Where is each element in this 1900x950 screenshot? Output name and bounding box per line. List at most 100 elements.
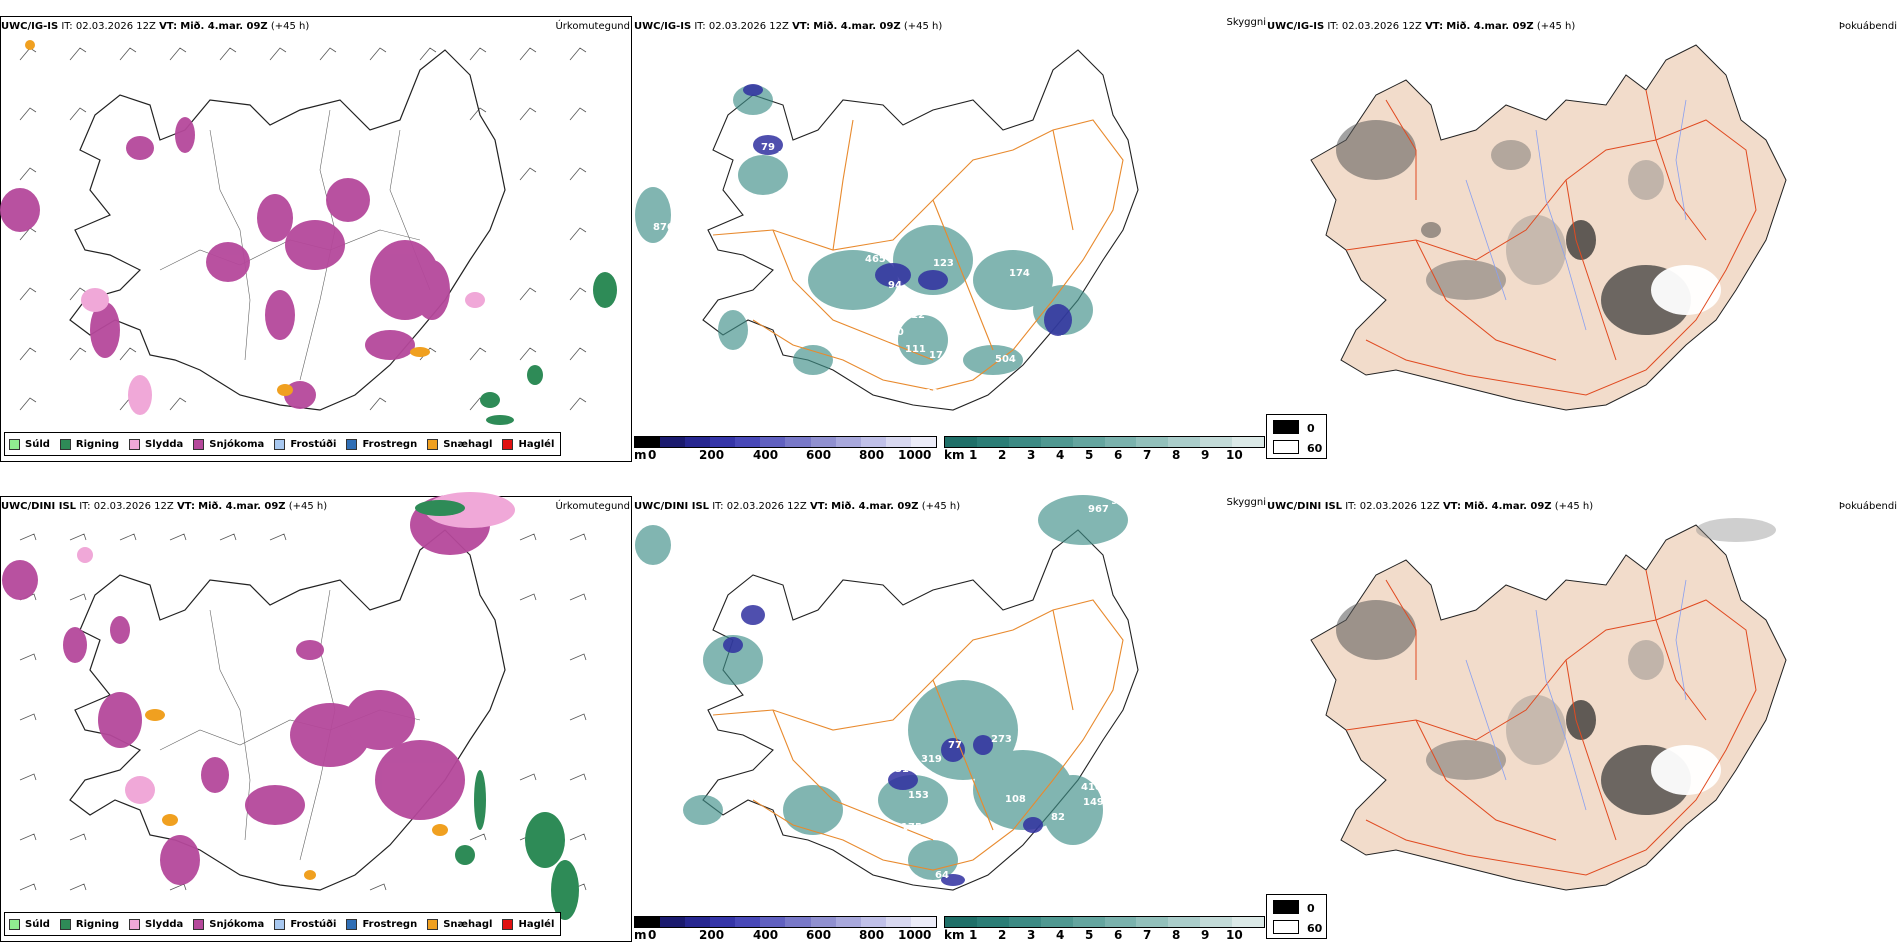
cloud-tick: 6 — [1114, 928, 1123, 942]
cloud-label: 79 — [761, 142, 775, 153]
panel-header: UWC/IG-IS IT: 02.03.2026 12Z VT: Mið. 4.… — [634, 21, 943, 32]
cloud-tick: 9 — [1201, 928, 1210, 942]
elevation-tick: 0 — [648, 448, 657, 462]
cloud-tick: 8 — [1172, 928, 1181, 942]
road-network — [712, 599, 1124, 871]
cloud-tick: 3 — [1027, 448, 1036, 462]
cloud-label: 131 — [888, 764, 909, 775]
cloud-base-labels: 967 937 980 131 77 273 298 319 131 153 1… — [663, 496, 1132, 881]
cloud-base-panel: UWC/IG-IS IT: 02.03.2026 12Z VT: Mið. 4.… — [633, 0, 1266, 470]
elevation-tick: 800 — [859, 448, 885, 462]
panel-header: UWC/DINI ISL IT: 02.03.2026 12Z VT: Mið.… — [1, 501, 328, 512]
cloud-label: 131 — [758, 677, 779, 688]
cloud-tick: 6 — [1114, 448, 1123, 462]
iceland-fog-map — [1310, 44, 1787, 411]
elevation-tick: 400 — [753, 448, 779, 462]
legend-swatch — [346, 438, 358, 450]
precip-type-panel: UWC/IG-IS IT: 02.03.2026 12Z VT: Mið. 4.… — [0, 0, 633, 470]
panel-header: UWC/DINI ISL IT: 02.03.2026 12Z VT: Mið.… — [1267, 501, 1594, 512]
cloud-label: 44 — [1058, 334, 1072, 345]
cloud-label: 876 — [653, 222, 674, 233]
elevation-unit: m — [634, 928, 647, 942]
legend-item: Rigning — [59, 918, 119, 930]
cloud-label: 12 — [825, 687, 839, 698]
cloud-label: 94 — [888, 280, 902, 291]
cloud-base-panel: UWC/DINI ISL IT: 02.03.2026 12Z VT: Mið.… — [633, 480, 1266, 950]
rain-areas — [480, 272, 617, 425]
high-terrain — [723, 605, 1043, 886]
cloud-label: 504 — [995, 354, 1016, 365]
legend-swatch — [9, 918, 20, 930]
elevation-tick: 1000 — [898, 448, 932, 462]
legend-swatch — [59, 918, 71, 930]
precip-type-legend: Súld Rigning Slydda Snjókoma Frostúði Fr… — [4, 432, 562, 456]
iceland-cloud-map: 967 937 980 131 77 273 298 319 131 153 1… — [635, 495, 1139, 891]
high-terrain — [743, 84, 1072, 336]
legend-swatch — [193, 438, 205, 450]
cloud-label: 174 — [1009, 268, 1030, 279]
rain-areas — [415, 500, 579, 920]
cloud-tick: 7 — [1143, 448, 1152, 462]
legend-item: Haglél — [502, 438, 554, 450]
elevation-tick: 600 — [806, 928, 832, 942]
legend-item: Frostúði — [274, 438, 336, 450]
panel-title: Úrkomutegund — [555, 501, 630, 512]
cloud-label: 937 — [1111, 496, 1132, 507]
panel-title: Úrkomutegund — [555, 21, 630, 32]
iceland-cloud-map: 79 70 236 465 94 123 174 44 12 210 829 1… — [635, 49, 1139, 411]
legend-item: Snjókoma — [193, 438, 264, 450]
fog-label: 0 — [1307, 902, 1315, 915]
elevation-tick: 600 — [806, 448, 832, 462]
cloud-tick: 7 — [1143, 928, 1152, 942]
iceland-fog-map — [1310, 518, 1787, 891]
rivers — [1465, 579, 1687, 811]
cloud-tick: 5 — [1085, 448, 1094, 462]
cloud-tick: 3 — [1027, 928, 1036, 942]
fog-label: 0 — [1307, 422, 1315, 435]
legend-item: Frostregn — [346, 438, 417, 450]
hail-areas — [25, 40, 430, 396]
legend-item: Slydda — [129, 438, 183, 450]
sleet-areas — [77, 492, 515, 928]
cloud-label: 108 — [721, 234, 742, 245]
panel-header: UWC/DINI ISL IT: 02.03.2026 12Z VT: Mið.… — [634, 501, 961, 512]
fog-legend: 0 60 — [1266, 894, 1327, 939]
panel-title: Þokuábendi — [1838, 21, 1897, 32]
fog-index-panel: UWC/IG-IS IT: 02.03.2026 12Z VT: Mið. 4.… — [1266, 0, 1900, 470]
legend-item: Rigning — [59, 438, 119, 450]
cloud-base-labels: 79 70 236 465 94 123 174 44 12 210 829 1… — [653, 142, 1072, 399]
road-network — [1345, 89, 1757, 396]
fog-swatch — [1273, 920, 1299, 934]
cloud-areas — [635, 85, 1093, 375]
cloud-tick: 2 — [998, 448, 1007, 462]
fog-legend: 0 60 — [1266, 414, 1327, 459]
cloud-colorbar — [944, 436, 1265, 448]
cloud-tick: 10 — [1226, 448, 1243, 462]
cloud-tick: 9 — [1201, 448, 1210, 462]
cloud-label: 64 — [935, 870, 949, 881]
rivers — [1465, 99, 1687, 331]
cloud-label: 236 — [795, 152, 816, 163]
legend-swatch — [274, 438, 286, 450]
cloud-tick: 2 — [998, 928, 1007, 942]
legend-swatch — [427, 918, 439, 930]
panel-header: UWC/IG-IS IT: 02.03.2026 12Z VT: Mið. 4.… — [1267, 21, 1576, 32]
panel-title: Skyggni — [1226, 17, 1266, 28]
legend-item: Frostúði — [274, 918, 336, 930]
cloud-label: 980 — [663, 627, 684, 638]
snow-areas — [0, 117, 450, 409]
cloud-label: 116 — [925, 388, 946, 399]
fog-shading — [1336, 120, 1721, 335]
legend-item: Snæhagl — [427, 918, 492, 930]
fog-swatch — [1273, 420, 1299, 434]
fog-swatch — [1273, 440, 1299, 454]
elevation-tick: 1000 — [898, 928, 932, 942]
cloud-label: 967 — [1088, 504, 1109, 515]
legend-swatch — [427, 438, 439, 450]
legend-swatch — [502, 918, 514, 930]
elevation-colorbar — [634, 436, 937, 448]
cloud-unit: km — [944, 448, 965, 462]
legend-item: Snjókoma — [193, 918, 264, 930]
cloud-label: 123 — [933, 258, 954, 269]
cloud-tick: 4 — [1056, 448, 1065, 462]
